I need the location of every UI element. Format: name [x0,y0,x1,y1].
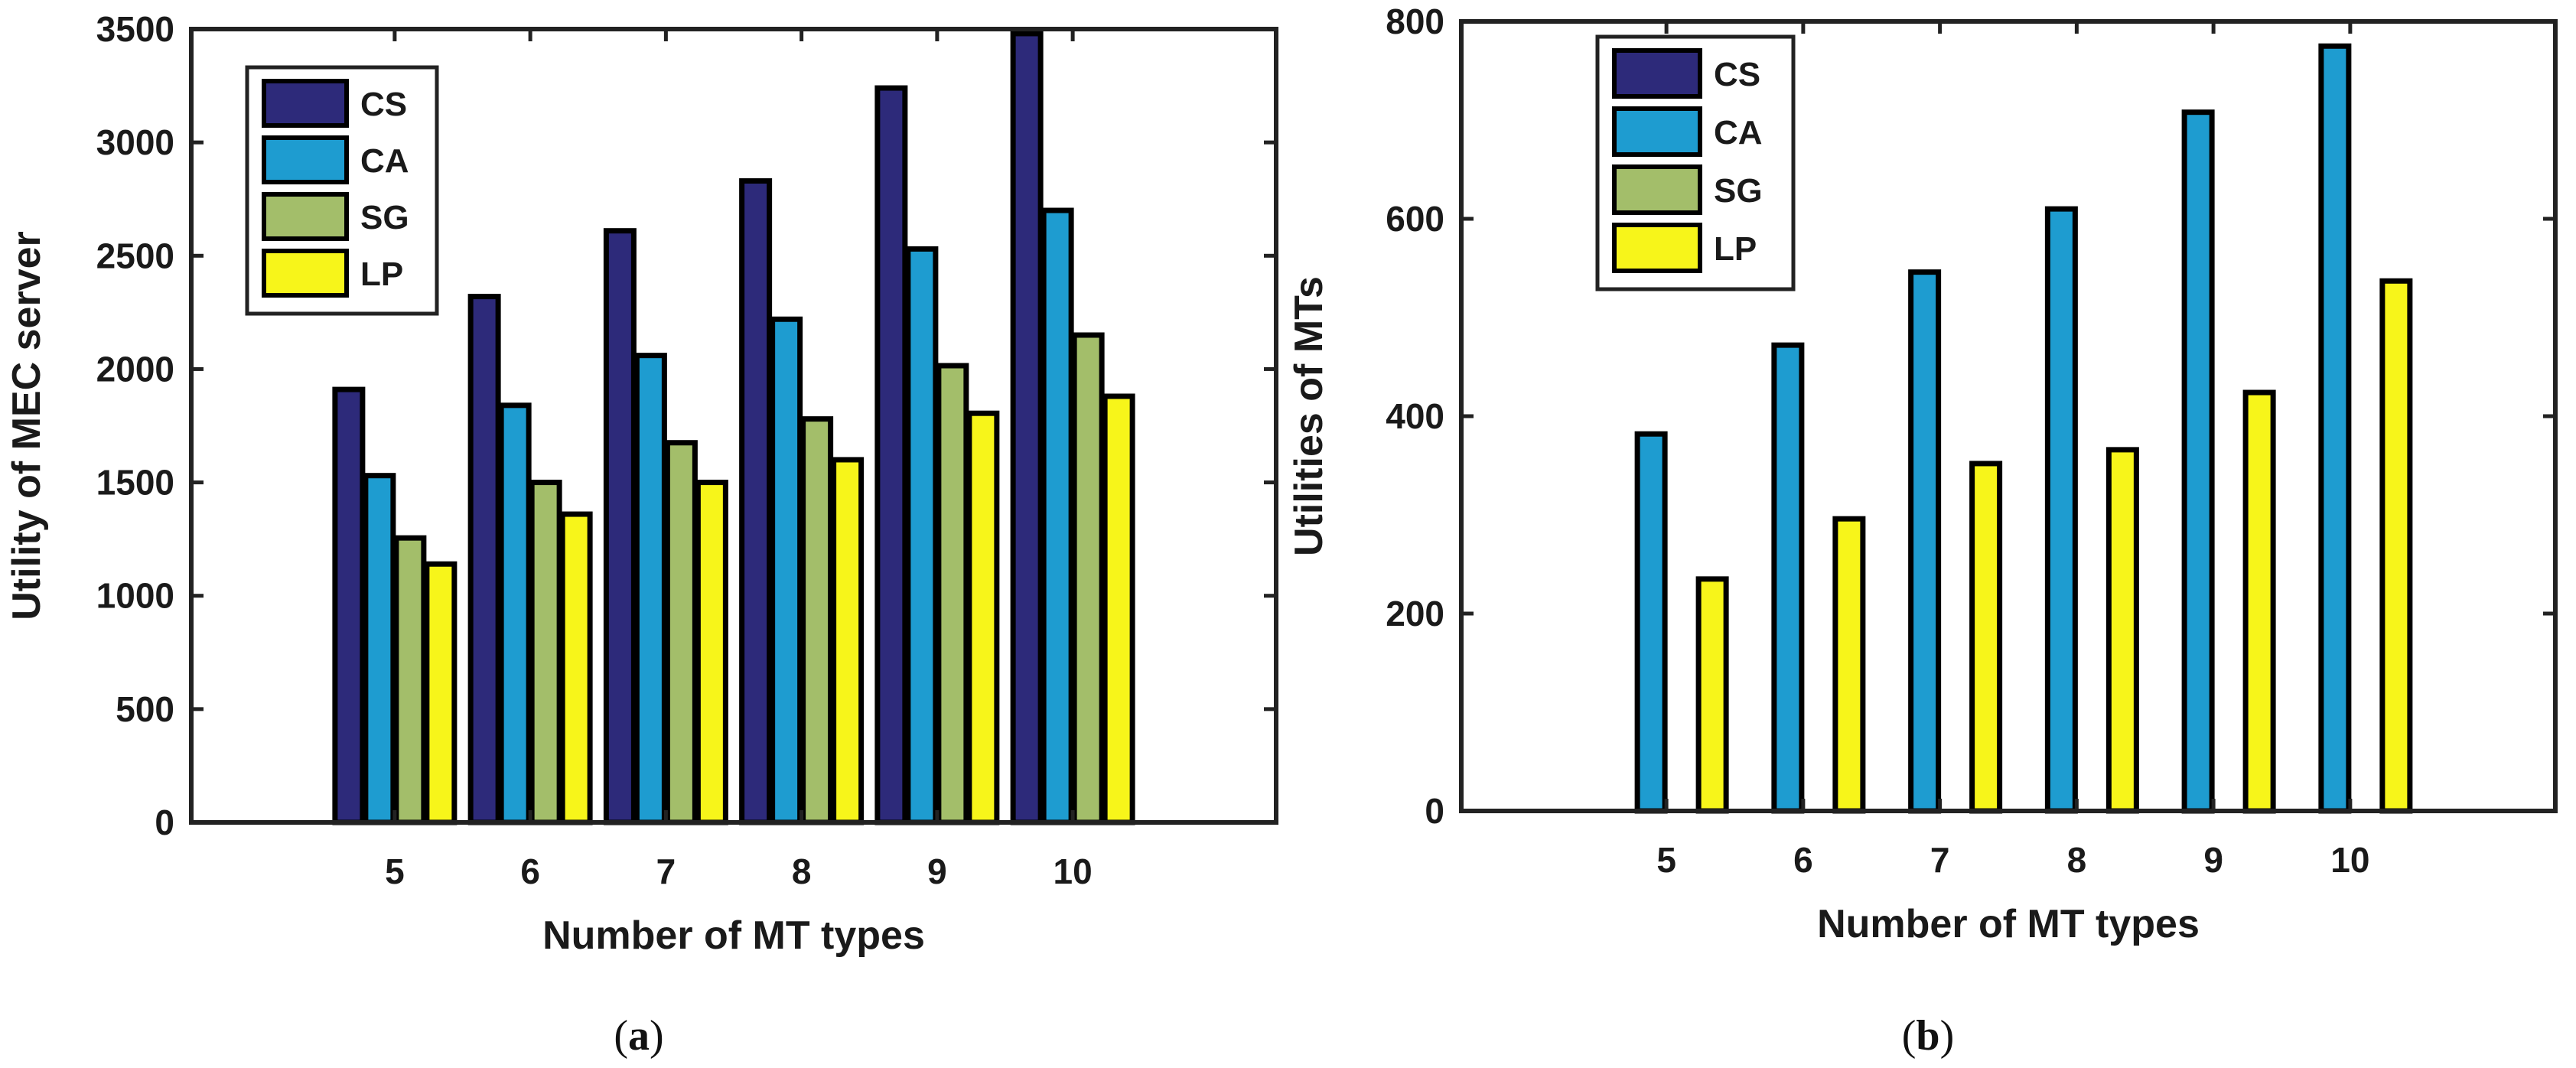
ytick-label: 1000 [96,576,174,616]
bar-b-ca-7 [1908,269,1942,814]
bar-a-lp-9 [966,410,1000,825]
ytick-label: 0 [1425,791,1444,831]
ytick-label: 400 [1386,396,1444,436]
bar-a-sg-10 [1071,332,1105,825]
xtick-label: 5 [385,851,405,891]
y-axis-label: Utilities of MTs [1287,276,1331,556]
bar-a-cs-8 [739,178,773,825]
bar-a-sg-7 [664,440,698,825]
bar-b-ca-9 [2181,109,2215,814]
legend-swatch-cs [1612,48,1702,99]
bar-a-cs-9 [874,85,908,825]
chart-a: 0 500 1000 1500 2000 2500 3000 3500 5 6 7 8 9 10 Numbe… [5,9,1278,1060]
ytick-label: 200 [1386,594,1444,633]
legend-swatch-ca [1612,106,1702,157]
bar-a-cs-10 [1010,31,1044,825]
bar-b-ca-8 [2044,206,2078,814]
xtick-label: 8 [2067,840,2087,880]
bar-a-cs-5 [332,386,366,825]
legend-label-lp: LP [360,256,403,293]
legend-swatch-lp [1612,223,1702,273]
bar-a-lp-10 [1102,393,1135,825]
bar-b-lp-9 [2242,389,2276,814]
legend-swatch-sg [262,192,349,241]
bar-a-cs-6 [467,294,501,825]
legend-label-ca: CA [1714,114,1763,151]
legend-label-cs: CS [360,86,407,123]
legend-swatch-lp [262,249,349,298]
bar-a-ca-5 [363,473,396,825]
bar-a-sg-8 [800,416,834,825]
legend-label-sg: SG [360,199,409,236]
bar-b-lp-6 [1832,516,1866,814]
legend-label-ca: CA [360,142,409,180]
bar-b-lp-7 [1969,461,2003,814]
ytick-label: 3500 [96,9,174,49]
legend-b: CS CA SG LP [1595,34,1796,291]
bar-a-lp-7 [695,480,728,825]
x-axis-label: Number of MT types [542,913,925,958]
xtick-label: 9 [2203,840,2223,880]
bar-a-lp-8 [831,457,865,825]
plot-frame-a [189,27,1278,825]
bar-a-lp-5 [424,561,458,825]
bar-b-ca-5 [1634,431,1668,814]
bar-a-cs-7 [603,228,637,825]
legend-label-lp: LP [1714,230,1757,268]
bar-a-sg-6 [529,480,562,825]
y-axis-label: Utility of MEC server [5,231,49,620]
bar-b-ca-10 [2318,43,2352,814]
bar-b-lp-8 [2105,447,2139,814]
xtick-label: 10 [2330,840,2369,880]
xtick-label: 10 [1054,851,1093,891]
ytick-label: 2000 [96,349,174,389]
ytick-label: 1500 [96,463,174,503]
bar-b-ca-6 [1771,342,1805,814]
xtick-label: 7 [1930,840,1950,880]
legend-swatch-ca [262,135,349,184]
x-axis-label: Number of MT types [1817,902,2200,946]
bar-a-ca-7 [633,353,667,825]
bar-b-lp-10 [2379,278,2413,814]
xtick-label: 9 [927,851,947,891]
bar-a-sg-5 [393,535,427,825]
legend-label-sg: SG [1714,172,1763,210]
xtick-label: 7 [656,851,676,891]
caption-b: (b) [1902,1012,1954,1060]
caption-a: (a) [614,1012,663,1060]
bar-a-sg-9 [936,363,969,825]
bar-a-ca-6 [498,402,532,825]
bar-b-lp-5 [1695,576,1729,814]
xtick-label: 6 [1793,840,1813,880]
legend-swatch-sg [1612,164,1702,215]
bar-a-ca-8 [770,316,803,825]
ytick-label: 500 [116,689,174,729]
bar-a-ca-10 [1040,207,1074,825]
xtick-label: 8 [792,851,812,891]
bar-a-ca-9 [905,246,939,825]
ytick-label: 0 [155,803,174,842]
ytick-label: 3000 [96,122,174,162]
ytick-label: 600 [1386,199,1444,239]
legend-label-cs: CS [1714,56,1760,93]
ytick-label: 2500 [96,236,174,275]
xtick-label: 5 [1656,840,1676,880]
chart-b: 0 200 400 600 800 5 6 7 8 9 10 Number of MT types Ut… [1287,2,2558,1060]
legend-swatch-cs [262,79,349,128]
legend-a: CS CA SG LP [245,65,439,316]
ytick-label: 800 [1386,2,1444,41]
xtick-label: 6 [520,851,540,891]
bar-a-lp-6 [559,511,593,825]
